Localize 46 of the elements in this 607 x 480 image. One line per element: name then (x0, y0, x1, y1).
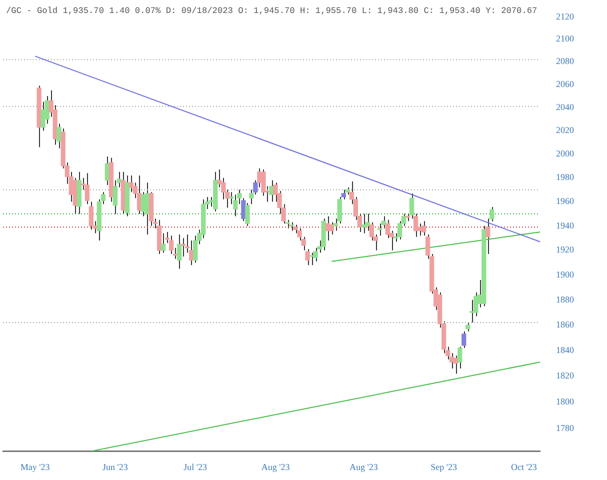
y-tick-label: 1800 (556, 396, 574, 407)
y-tick-label: 2000 (556, 148, 574, 159)
candlestick (181, 238, 186, 257)
candlestick (377, 223, 382, 236)
x-tick-label: Aug '23 (349, 462, 378, 472)
candlestick (409, 192, 414, 220)
y-tick-label: 1780 (556, 422, 574, 433)
candlestick (365, 213, 370, 232)
candlestick (329, 222, 334, 235)
x-tick-label: Jul '23 (184, 462, 208, 472)
y-tick-label: 2080 (556, 56, 574, 66)
y-tick-label: 2120 (556, 11, 574, 22)
y-tick-label: 2020 (556, 125, 574, 136)
x-tick-label: Sep '23 (430, 462, 458, 472)
candlestick (313, 247, 318, 262)
x-tick-label: Aug '23 (261, 462, 290, 472)
y-tick-label: 1920 (556, 244, 574, 255)
y-tick-label: 2040 (556, 102, 574, 112)
candlestick (458, 346, 462, 370)
y-tick-label: 2060 (556, 78, 574, 89)
candlestick (168, 235, 174, 255)
candlestick (309, 252, 314, 266)
y-tick-label: 1840 (556, 344, 574, 355)
y-tick-label: 1900 (556, 269, 574, 280)
x-tick-label: May '23 (20, 462, 50, 472)
y-tick-label: 1980 (556, 172, 574, 182)
candlestick (470, 299, 474, 324)
candlestick (177, 234, 182, 270)
y-tick-label: 2100 (556, 34, 574, 44)
x-tick-label: Oct '23 (511, 462, 538, 472)
y-tick-label: 1960 (556, 196, 574, 206)
candlestick (462, 330, 466, 348)
candlestick (88, 201, 94, 230)
y-tick-label: 1860 (556, 319, 574, 330)
candlestick (160, 232, 166, 254)
candlestick (421, 220, 426, 236)
x-tick-label: Jun '23 (102, 462, 128, 472)
y-tick-label: 1940 (556, 220, 574, 230)
y-tick-label: 1820 (556, 370, 574, 381)
candlestick (245, 202, 250, 226)
y-tick-label: 1880 (556, 294, 574, 304)
candlestick (84, 172, 90, 205)
candlestick (233, 194, 238, 217)
candlestick (305, 248, 310, 266)
chart-title: /GC - Gold 1,935.70 1.40 0.07% D: 09/18/2023 O: 1,945.70 H: 1,955.70 L: 1,943.80 C: 1,953.40 Y: 2070.67 (6, 6, 538, 16)
candlestick (385, 219, 390, 239)
